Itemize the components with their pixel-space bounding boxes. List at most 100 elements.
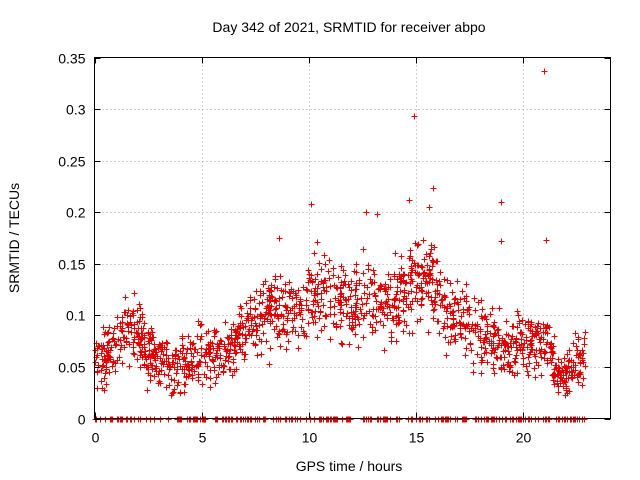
data-point [392, 295, 399, 302]
data-point [566, 357, 573, 364]
data-point [344, 416, 351, 423]
data-point [535, 362, 542, 369]
data-point [387, 309, 394, 316]
data-point [472, 329, 479, 336]
data-point [141, 320, 148, 327]
data-point [576, 416, 583, 423]
data-point [293, 301, 300, 308]
data-point [286, 289, 293, 296]
data-point [300, 284, 307, 291]
data-point [100, 324, 107, 331]
data-point [251, 314, 258, 321]
data-point [478, 344, 485, 351]
data-point [116, 354, 123, 361]
data-point [234, 416, 241, 423]
data-point [112, 368, 119, 375]
data-point [252, 320, 259, 327]
data-point [398, 253, 405, 260]
data-point [455, 301, 462, 308]
data-point [496, 337, 503, 344]
data-point [437, 282, 444, 289]
data-point [113, 341, 120, 348]
data-point [394, 276, 401, 283]
x-tick-label: 20 [516, 430, 532, 446]
data-point [393, 291, 400, 298]
data-point [234, 335, 241, 342]
data-point [184, 346, 191, 353]
data-point [195, 371, 202, 378]
data-point [373, 306, 380, 313]
data-point [318, 266, 325, 273]
data-point [520, 355, 527, 362]
data-point [532, 331, 539, 338]
data-point [101, 375, 108, 382]
data-point [484, 321, 491, 328]
data-point [171, 377, 178, 384]
data-point [354, 296, 361, 303]
data-point [579, 357, 586, 364]
data-point [243, 335, 250, 342]
data-point [253, 332, 260, 339]
data-point [455, 307, 462, 314]
data-point [185, 333, 192, 340]
data-point [229, 339, 236, 346]
data-point [513, 335, 520, 342]
data-point [101, 353, 108, 360]
data-point [458, 334, 465, 341]
data-point [221, 363, 228, 370]
data-point [363, 300, 370, 307]
data-point [421, 256, 428, 263]
data-point [413, 289, 420, 296]
data-point [98, 378, 105, 385]
x-tick-label: 10 [302, 430, 318, 446]
data-point [436, 330, 443, 337]
data-point [434, 258, 441, 265]
data-point [575, 354, 582, 361]
data-point [271, 312, 278, 319]
data-point [273, 305, 280, 312]
y-tick-label: 0.2 [66, 205, 86, 221]
data-point [131, 290, 138, 297]
data-point [500, 348, 507, 355]
data-point [475, 299, 482, 306]
data-point [248, 322, 255, 329]
data-point [186, 371, 193, 378]
data-point [342, 296, 349, 303]
data-point [484, 359, 491, 366]
data-point [580, 375, 587, 382]
data-point [450, 322, 457, 329]
data-point [401, 289, 408, 296]
data-point [263, 338, 270, 345]
data-point [258, 312, 265, 319]
data-point [346, 322, 353, 329]
data-point [484, 328, 491, 335]
data-point [285, 338, 292, 345]
data-point [290, 324, 297, 331]
data-point [577, 371, 584, 378]
data-point [119, 325, 126, 332]
data-point [524, 344, 531, 351]
data-point [161, 371, 168, 378]
y-axis-label: SRMTID / TECUs [6, 183, 22, 293]
data-point [535, 416, 542, 423]
data-point [149, 351, 156, 358]
data-point [356, 321, 363, 328]
data-point [239, 331, 246, 338]
data-point [373, 319, 380, 326]
data-point [315, 303, 322, 310]
data-point [425, 289, 432, 296]
data-point [122, 294, 129, 301]
data-point [124, 312, 131, 319]
data-point [400, 308, 407, 315]
data-point [507, 364, 514, 371]
data-point [244, 315, 251, 322]
data-point [481, 350, 488, 357]
data-point [466, 328, 473, 335]
data-point [274, 285, 281, 292]
data-point [409, 330, 416, 337]
data-point [205, 328, 212, 335]
data-point [400, 296, 407, 303]
data-point [117, 337, 124, 344]
data-point [151, 373, 158, 380]
data-point [98, 350, 105, 357]
